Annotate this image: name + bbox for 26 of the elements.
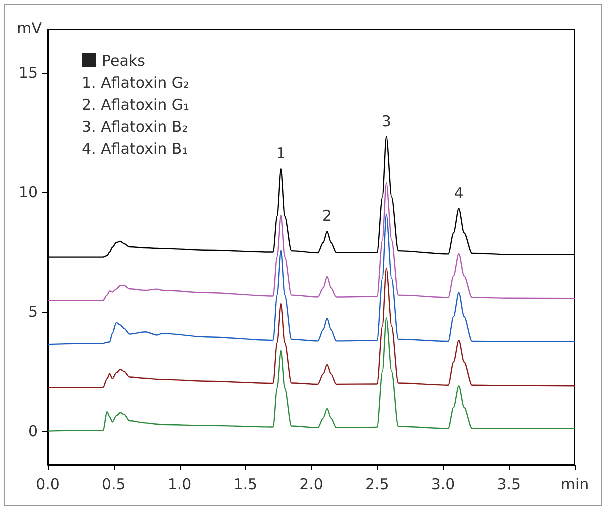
annotation: 2. Aflatoxin G₁	[82, 95, 190, 116]
line-series	[47, 268, 576, 388]
x-tick-label: 3.0	[431, 476, 456, 494]
x-tick-label: 1.0	[168, 476, 192, 494]
line-series	[47, 182, 576, 302]
x-tick-label: 3.5	[497, 476, 522, 494]
y-tick-label: 0	[28, 422, 38, 441]
x-tick-label: 2.5	[365, 476, 390, 494]
x-tick-label: 2.0	[300, 476, 324, 494]
annotation: 1	[276, 144, 286, 162]
y-tick-label: 5	[28, 303, 38, 322]
y-axis-title: mV	[17, 20, 43, 38]
annotation: 4	[454, 184, 464, 202]
annotation: 2	[322, 207, 332, 226]
annotation: 1. Aflatoxin G₂	[82, 73, 190, 94]
line-series	[47, 318, 576, 432]
x-axis-title: min	[560, 476, 590, 494]
x-tick-label: 0.0	[36, 476, 60, 494]
annotation: 3	[382, 112, 392, 130]
x-tick-label: 1.5	[234, 476, 258, 494]
annotation: 3. Aflatoxin B₂	[82, 117, 190, 138]
y-tick-label: 10	[18, 184, 38, 202]
y-tick-label: 15	[18, 64, 38, 82]
x-tick-label: 0.5	[102, 476, 126, 494]
annotation: Peaks	[101, 51, 146, 72]
annotation: 4. Aflatoxin B₁	[82, 139, 190, 160]
